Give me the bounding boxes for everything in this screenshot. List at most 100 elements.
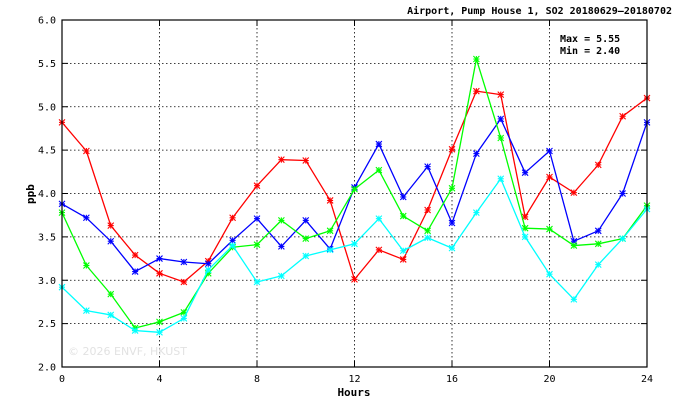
y-tick-label: 5.5 — [38, 59, 56, 70]
chart-title: Airport, Pump House 1, SO2 20180629—2018… — [407, 5, 672, 17]
series-4 — [58, 175, 651, 336]
data-point — [497, 115, 505, 123]
data-point — [570, 189, 578, 197]
data-point — [424, 227, 432, 235]
data-point — [424, 206, 432, 214]
data-point — [277, 156, 285, 164]
x-tick-label: 0 — [59, 374, 65, 385]
data-point — [472, 87, 480, 95]
data-point — [229, 236, 237, 244]
data-point — [156, 318, 163, 326]
data-point — [82, 262, 90, 269]
y-tick-label: 4.5 — [38, 146, 56, 157]
data-point — [594, 261, 602, 269]
data-point — [131, 251, 139, 259]
data-point — [619, 112, 627, 120]
data-point — [594, 227, 602, 235]
data-point — [277, 243, 285, 250]
data-point — [302, 235, 310, 242]
data-point — [302, 252, 310, 260]
x-axis-title: Hours — [337, 386, 370, 399]
data-point — [204, 266, 212, 274]
data-point — [448, 219, 456, 227]
y-tick-label: 4.0 — [38, 189, 56, 200]
x-tick-label: 4 — [156, 374, 162, 385]
x-tick-labels: 0 4 8 12 16 20 24 — [59, 374, 653, 385]
data-point — [521, 169, 529, 177]
data-point — [546, 225, 553, 233]
data-point — [594, 161, 602, 169]
watermark-text: © 2026 ENVF, HKUST — [68, 345, 187, 358]
x-tick-label: 24 — [641, 374, 653, 385]
y-tick-label: 2.5 — [38, 319, 56, 330]
data-point — [424, 234, 432, 242]
data-point — [82, 147, 90, 155]
data-point — [156, 255, 163, 262]
data-point — [156, 269, 163, 277]
data-point — [277, 272, 285, 280]
data-point — [253, 182, 261, 190]
data-point — [546, 270, 553, 278]
data-point — [570, 295, 578, 303]
data-point — [204, 260, 212, 268]
data-point — [521, 233, 529, 241]
series-layer — [58, 55, 651, 336]
data-point — [180, 258, 188, 266]
data-point — [399, 256, 407, 263]
y-tick-label: 6.0 — [38, 16, 56, 27]
data-point — [619, 190, 627, 197]
data-point — [497, 91, 505, 98]
data-point — [351, 240, 358, 248]
data-point — [521, 224, 529, 232]
data-point — [375, 166, 383, 174]
data-point — [107, 222, 115, 229]
max-annotation: Max = 5.55 — [560, 34, 620, 45]
data-point — [375, 246, 383, 254]
data-point — [399, 212, 407, 220]
data-point — [351, 185, 358, 193]
data-point — [497, 134, 505, 142]
data-point — [497, 175, 505, 183]
x-tick-label: 16 — [446, 374, 458, 385]
data-point — [472, 150, 480, 157]
data-point — [82, 214, 90, 222]
y-tick-label: 3.5 — [38, 232, 56, 243]
data-point — [619, 235, 627, 242]
data-point — [229, 242, 237, 249]
data-point — [375, 140, 383, 148]
data-point — [326, 197, 334, 204]
data-point — [448, 184, 456, 192]
data-point — [448, 244, 456, 252]
y-axis-title: ppb — [24, 184, 37, 204]
x-tick-label: 12 — [348, 374, 360, 385]
data-point — [229, 214, 237, 222]
y-tick-label: 2.0 — [38, 363, 56, 374]
x-tick-label: 20 — [543, 374, 555, 385]
data-point — [472, 55, 480, 63]
data-point — [326, 227, 334, 235]
data-point — [546, 147, 553, 155]
data-point — [570, 242, 578, 249]
data-point — [82, 307, 90, 315]
data-point — [424, 163, 432, 170]
data-point — [375, 215, 383, 223]
data-point — [253, 215, 261, 223]
data-point — [180, 278, 188, 286]
y-tick-label: 3.0 — [38, 276, 56, 287]
data-point — [253, 278, 261, 286]
data-point — [277, 217, 285, 224]
data-point — [594, 240, 602, 248]
data-point — [326, 246, 334, 254]
y-tick-labels: 2.0 2.5 3.0 3.5 4.0 4.5 5.0 5.5 6.0 — [38, 16, 56, 374]
data-point — [399, 247, 407, 255]
data-point — [131, 327, 139, 334]
data-point — [107, 311, 115, 319]
data-point — [399, 193, 407, 201]
data-point — [180, 315, 188, 322]
data-point — [131, 268, 139, 275]
data-point — [107, 290, 115, 298]
data-point — [302, 157, 310, 164]
data-point — [546, 173, 553, 181]
min-annotation: Min = 2.40 — [560, 45, 620, 57]
